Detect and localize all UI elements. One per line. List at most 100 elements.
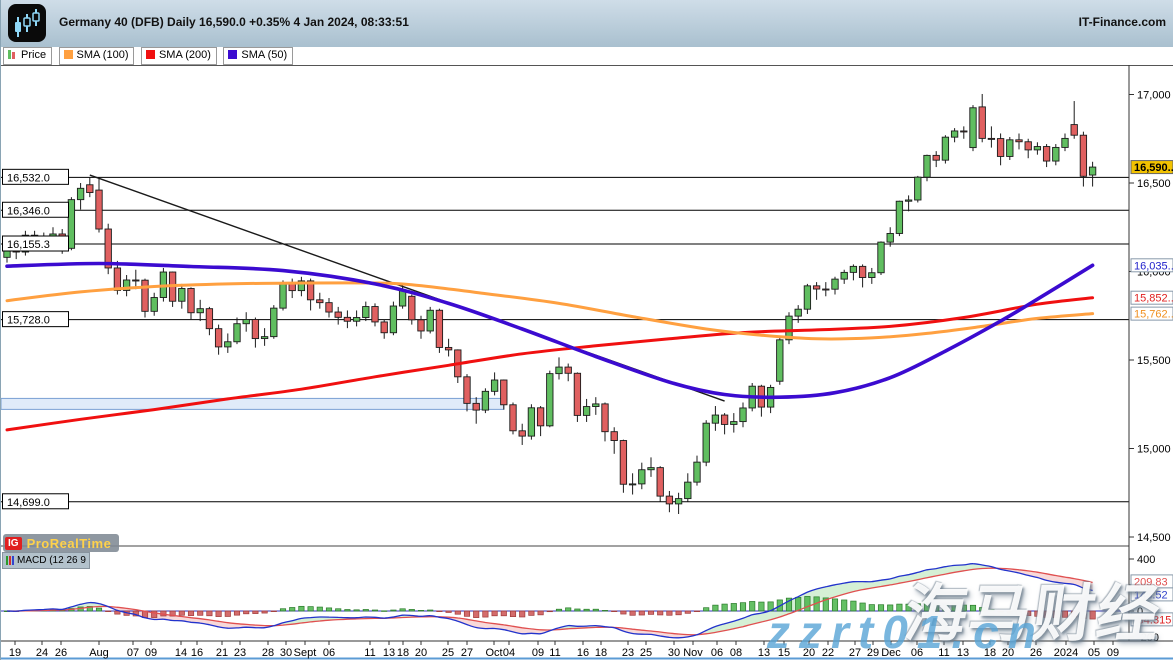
price-level-label-box[interactable] [2,201,69,218]
x-axis-label[interactable]: 15 [778,647,790,659]
macd-histogram-bar[interactable] [252,610,259,614]
candle[interactable] [362,306,370,318]
candle[interactable] [214,328,223,348]
candle[interactable] [463,376,471,404]
candle[interactable] [398,289,407,307]
candle[interactable] [389,305,398,334]
macd-histogram-bar[interactable] [739,602,747,612]
candle[interactable] [1061,137,1069,148]
candle[interactable] [665,495,674,505]
candle[interactable] [674,498,683,505]
macd-histogram-bar[interactable] [537,610,544,616]
current-sma50-label-box[interactable] [1130,258,1173,273]
candle[interactable] [647,467,655,471]
macd-histogram-bar[interactable] [390,609,397,612]
macd-histogram-bar[interactable] [1080,610,1087,619]
macd-histogram-bar[interactable] [712,604,719,612]
macd-histogram-bar[interactable] [270,610,277,612]
candle[interactable] [444,346,453,351]
x-axis-label[interactable]: 11 [938,647,949,659]
candle[interactable] [352,317,361,322]
macd-histogram-bar[interactable] [721,603,728,612]
x-axis-label[interactable]: 23 [622,647,634,659]
macd-histogram-bar[interactable] [325,607,333,612]
x-axis-label[interactable]: 20 [1002,647,1014,659]
macd-histogram-bar[interactable] [399,608,406,612]
x-axis-label[interactable]: 28 [262,647,274,659]
macd-histogram-bar[interactable] [1043,610,1050,618]
x-axis-label[interactable]: 19 [9,647,21,659]
price-level-label-box[interactable] [2,493,69,510]
candle[interactable] [113,267,122,291]
candle[interactable] [251,319,260,340]
candle[interactable] [325,302,333,313]
candle[interactable] [481,390,490,411]
candle[interactable] [794,308,802,317]
candle[interactable] [868,272,876,278]
macd-histogram-bar[interactable] [592,608,599,612]
candle[interactable] [380,321,388,334]
x-axis-label[interactable]: 06 [911,647,923,659]
legend-sma200[interactable]: SMA (200) [140,47,217,65]
macd-histogram-bar[interactable] [703,607,710,612]
candle[interactable] [76,187,85,201]
candle[interactable] [187,288,195,314]
macd-histogram-bar[interactable] [261,610,268,614]
macd-histogram-bar[interactable] [638,610,645,616]
candle[interactable] [242,319,250,325]
macd-histogram-bar[interactable] [675,610,682,616]
support-zone[interactable] [1,397,505,410]
macd-histogram-bar[interactable] [1052,610,1059,619]
current-last-label-box[interactable] [1130,160,1173,175]
price-level-label-box[interactable] [2,168,69,185]
candle[interactable] [527,407,536,437]
candle[interactable] [950,130,959,138]
x-axis-label[interactable]: 16 [191,647,203,659]
macd-histogram-bar[interactable] [353,609,360,612]
candle[interactable] [1042,146,1051,162]
macd-histogram-bar[interactable] [509,610,517,617]
macd-histogram-bar[interactable] [583,608,590,612]
legend-sma100[interactable]: SMA (100) [58,47,135,65]
x-axis-label[interactable]: 04 [503,647,515,659]
macd-histogram-bar[interactable] [693,610,701,612]
macd-histogram-bar[interactable] [629,610,636,616]
macd-histogram-bar[interactable] [427,609,434,612]
macd-histogram-bar[interactable] [187,610,195,616]
macd-histogram-bar[interactable] [1061,610,1069,618]
macd-histogram-bar[interactable] [243,610,250,615]
x-axis-label[interactable]: 21 [216,647,228,659]
macd-histogram-bar[interactable] [381,610,388,612]
x-axis-label[interactable]: 08 [730,647,742,659]
x-axis-label[interactable]: Dec [881,647,901,659]
macd-histogram-bar[interactable] [684,610,691,614]
sma100-line[interactable] [5,281,1095,341]
x-axis-label[interactable]: Aug [89,647,109,659]
macd-histogram-bar[interactable] [877,604,885,612]
x-axis-label[interactable]: 29 [867,647,879,659]
candle[interactable] [371,306,379,323]
candle[interactable] [803,285,812,310]
x-axis-label[interactable]: 22 [822,647,834,659]
candle[interactable] [472,402,480,411]
legend-price[interactable]: Price [3,47,53,65]
candle[interactable] [150,297,158,312]
candle[interactable] [408,295,416,321]
macd-histogram-bar[interactable] [942,603,949,612]
candle[interactable] [104,228,112,269]
macd-histogram-bar[interactable] [528,610,535,616]
candle[interactable] [546,373,554,427]
candle[interactable] [628,483,637,486]
macd-histogram-bar[interactable] [1034,610,1041,617]
macd-histogram-bar[interactable] [233,610,241,616]
candle[interactable] [693,461,701,483]
candle[interactable] [932,154,940,161]
macd-histogram-bar[interactable] [197,610,204,616]
macd-histogram-bar[interactable] [1025,610,1032,616]
candle[interactable] [840,271,848,280]
candle[interactable] [822,288,830,291]
macd-histogram-bar[interactable] [951,603,958,612]
macd-line[interactable] [6,563,1093,639]
macd-histogram-bar[interactable] [887,604,894,612]
candle[interactable] [785,315,793,341]
